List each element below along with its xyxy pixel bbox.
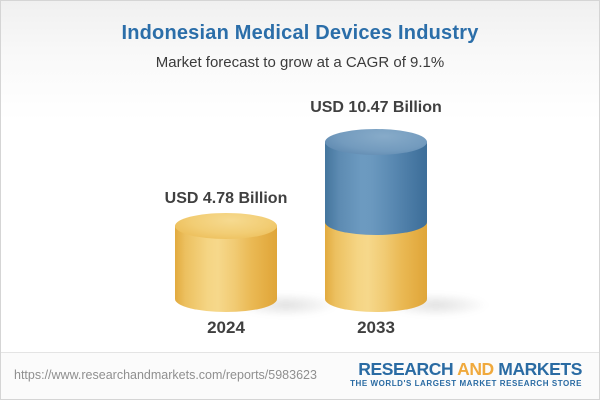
cylinder-2033-top — [325, 129, 427, 155]
cylinder-2033-growth-segment — [325, 142, 427, 235]
category-label-2024: 2024 — [207, 318, 245, 337]
footer-bar: https://www.researchandmarkets.com/repor… — [1, 352, 599, 399]
cylinder-2024-top — [175, 213, 277, 239]
value-label-2024: USD 4.78 Billion — [164, 190, 288, 207]
cylinder-2033-base-segment — [325, 222, 427, 312]
cylinder-2024-body — [175, 226, 277, 312]
brand-word-research: RESEARCH — [358, 359, 454, 379]
report-url: https://www.researchandmarkets.com/repor… — [14, 368, 317, 382]
brand-wordmark: RESEARCH AND MARKETS — [350, 360, 582, 378]
page-title: Indonesian Medical Devices Industry — [121, 22, 479, 44]
category-label-2033: 2033 — [357, 318, 395, 337]
brand-word-and: AND — [457, 359, 494, 379]
brand-word-markets: MARKETS — [498, 359, 582, 379]
brand-tagline: THE WORLD'S LARGEST MARKET RESEARCH STOR… — [350, 379, 582, 389]
value-label-2033: USD 10.47 Billion — [310, 99, 442, 116]
brand-logo: RESEARCH AND MARKETS THE WORLD'S LARGEST… — [350, 360, 582, 389]
page-subtitle: Market forecast to grow at a CAGR of 9.1… — [155, 54, 445, 71]
